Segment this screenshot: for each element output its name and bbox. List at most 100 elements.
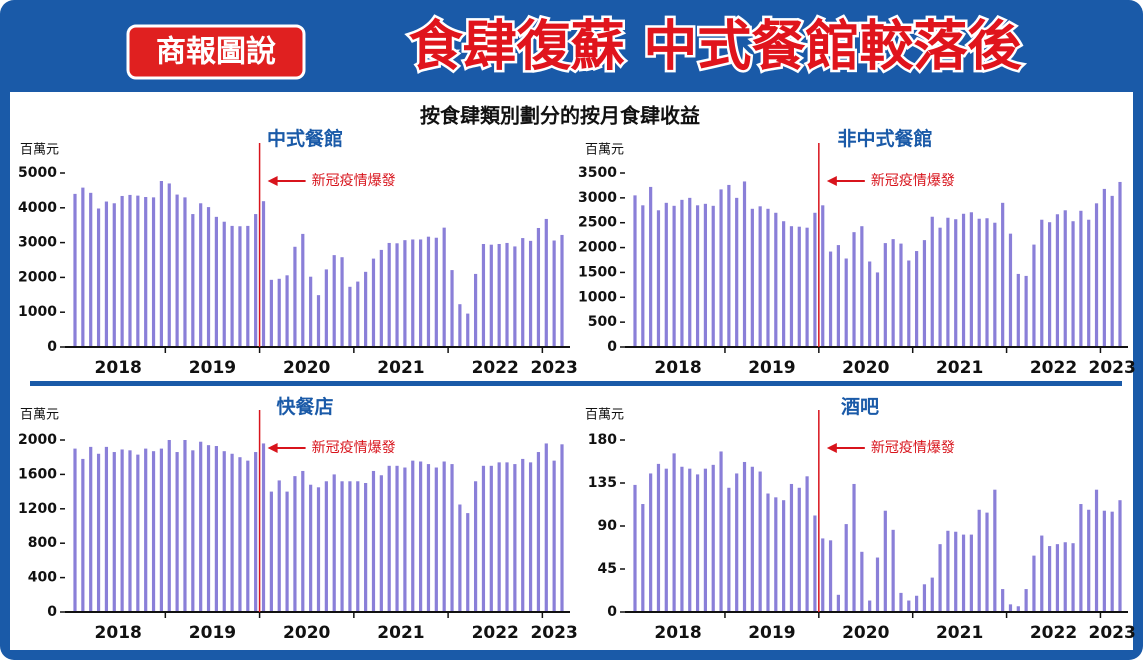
bar	[324, 269, 328, 347]
bar	[797, 487, 801, 612]
bar	[1040, 535, 1044, 612]
x-year-label: 2019	[189, 358, 236, 378]
bar	[1094, 489, 1099, 612]
bar	[1047, 546, 1052, 612]
y-tick-label: 1500	[578, 264, 617, 280]
bar	[89, 192, 93, 347]
annotation-arrowhead	[267, 176, 278, 186]
bar	[497, 462, 501, 612]
bar	[695, 474, 700, 612]
y-tick-label: 2000	[578, 240, 617, 256]
bar	[727, 184, 731, 347]
x-year-label: 2023	[1089, 358, 1136, 378]
bar	[1032, 244, 1036, 347]
bar	[387, 465, 391, 612]
panel-title: 非中式餐館	[837, 127, 932, 150]
bar	[703, 468, 708, 612]
y-tick-label: 0	[47, 339, 57, 355]
bar	[1071, 543, 1075, 612]
x-year-label: 2023	[530, 358, 577, 378]
bar	[883, 510, 887, 612]
y-tick-label: 1000	[18, 304, 57, 320]
bar	[930, 216, 934, 347]
bar	[860, 226, 864, 347]
bar	[993, 489, 997, 612]
bar	[680, 466, 684, 612]
bar	[868, 261, 872, 347]
x-year-label: 2019	[189, 623, 236, 643]
bar	[269, 491, 273, 612]
bar	[1079, 504, 1083, 612]
bar	[371, 258, 376, 347]
bar	[293, 246, 297, 347]
x-year-label: 2021	[936, 623, 983, 643]
bar	[536, 452, 541, 612]
y-axis-unit: 百萬元	[20, 143, 59, 158]
badge-box	[126, 24, 306, 80]
bar	[1047, 222, 1052, 347]
bar	[1094, 203, 1099, 347]
bar	[246, 460, 250, 612]
bar	[969, 212, 973, 347]
bar	[261, 201, 266, 347]
bar	[379, 249, 383, 347]
bar	[836, 245, 840, 347]
x-year-label: 2018	[95, 358, 142, 378]
bar	[1024, 589, 1028, 612]
bar	[261, 443, 266, 612]
bar	[789, 226, 794, 347]
bar	[821, 538, 825, 612]
bar	[1079, 210, 1083, 347]
y-tick-label: 5000	[18, 165, 57, 181]
bar	[419, 239, 423, 347]
bar	[782, 500, 786, 612]
bar	[364, 271, 368, 347]
bar	[96, 208, 101, 347]
bar	[191, 214, 195, 347]
x-year-label: 2018	[654, 623, 701, 643]
y-tick-label: 180	[588, 432, 617, 448]
bar	[206, 445, 211, 612]
bar	[1001, 589, 1005, 612]
y-tick-label: 800	[28, 535, 57, 551]
bar	[891, 529, 895, 612]
bar	[301, 470, 305, 612]
bar	[560, 234, 564, 347]
x-year-label: 2020	[842, 623, 889, 643]
bar	[458, 504, 462, 612]
bar	[560, 444, 564, 612]
bar	[922, 584, 927, 612]
bar	[1102, 510, 1106, 612]
bar	[128, 450, 132, 612]
bar	[521, 238, 525, 347]
bar	[1008, 233, 1013, 347]
bar	[868, 600, 872, 612]
bar	[81, 187, 85, 347]
bar	[735, 473, 739, 612]
bar	[1110, 511, 1114, 612]
bar	[797, 226, 801, 347]
x-year-label: 2019	[748, 623, 795, 643]
bar	[199, 441, 203, 612]
y-tick-label: 500	[588, 314, 617, 330]
annotation-arrowhead	[267, 443, 278, 453]
bar	[277, 278, 281, 347]
bar	[214, 446, 218, 612]
bar	[742, 461, 747, 612]
bar	[883, 243, 887, 347]
y-axis-unit: 百萬元	[585, 408, 624, 423]
y-axis-unit: 百萬元	[20, 408, 59, 423]
bar	[364, 483, 368, 612]
y-tick-label: 3000	[578, 190, 617, 206]
bar	[977, 509, 981, 612]
bar	[254, 452, 258, 612]
x-year-label: 2021	[377, 623, 424, 643]
bar	[750, 466, 754, 612]
y-tick-label: 135	[588, 475, 617, 491]
annotation: 新冠疫情爆發	[871, 440, 955, 456]
x-year-label: 2022	[472, 358, 519, 378]
bar	[442, 461, 446, 612]
bar	[1087, 509, 1091, 612]
bar	[340, 257, 344, 347]
y-tick-label: 1000	[578, 289, 617, 305]
